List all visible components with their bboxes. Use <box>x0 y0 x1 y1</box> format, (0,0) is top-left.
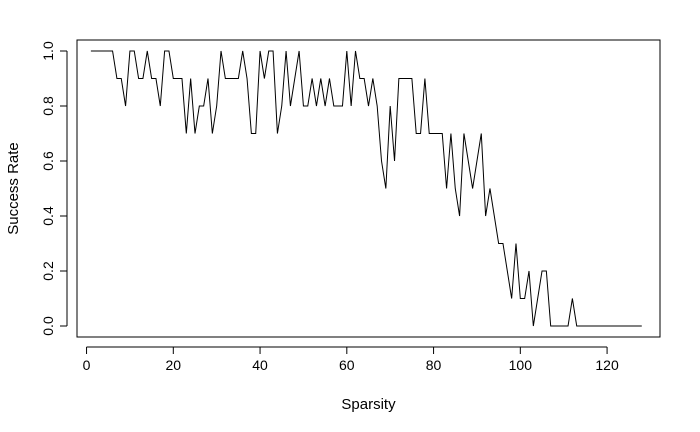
y-axis-title: Success Rate <box>5 142 22 235</box>
y-axis: 0.0 0.2 0.4 0.6 0.8 1.0 <box>40 41 68 336</box>
y-tick-label: 0.2 <box>40 261 56 281</box>
x-tick-label: 120 <box>595 357 619 373</box>
x-axis-title: Sparsity <box>341 396 396 413</box>
x-tick-label: 40 <box>252 357 268 373</box>
x-tick-label: 100 <box>509 357 533 373</box>
x-tick-label: 20 <box>166 357 182 373</box>
y-tick-label: 0.8 <box>40 96 56 116</box>
plot-box <box>76 39 661 338</box>
x-tick-label: 60 <box>339 357 355 373</box>
x-tick-label: 0 <box>83 357 91 373</box>
y-tick-label: 1.0 <box>40 41 56 61</box>
y-tick-label: 0.6 <box>40 151 56 171</box>
series-line <box>90 50 642 327</box>
y-tick-label: 0.0 <box>40 316 56 336</box>
x-tick-label: 80 <box>426 357 442 373</box>
y-tick-label: 0.4 <box>40 206 56 226</box>
x-axis: 0 20 40 60 80 100 120 <box>83 346 619 373</box>
